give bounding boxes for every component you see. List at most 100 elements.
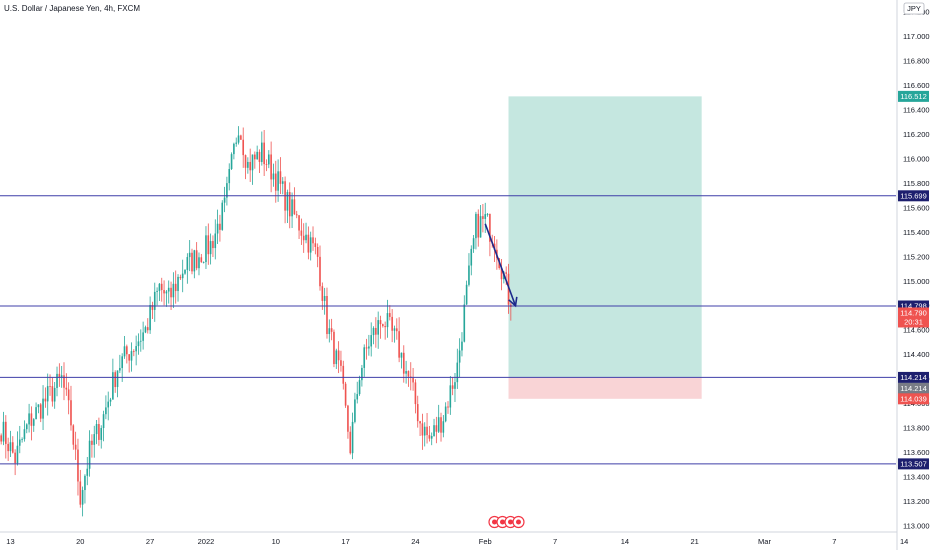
- y-tick-label: 113.800: [903, 424, 930, 433]
- candle-body: [21, 439, 23, 440]
- candle-body: [126, 346, 128, 355]
- target-price-tag[interactable]: [898, 90, 929, 102]
- level-price-tag[interactable]: [898, 371, 929, 383]
- stop-zone[interactable]: [508, 377, 702, 399]
- candle-body: [386, 313, 389, 328]
- candle-body: [361, 367, 363, 381]
- candle-body: [146, 327, 149, 331]
- y-tick-label: 113.000: [903, 521, 930, 530]
- candle-body: [86, 468, 89, 476]
- level-price-tag[interactable]: [898, 458, 929, 470]
- candle-body: [405, 371, 407, 374]
- profit-zone[interactable]: [508, 96, 702, 378]
- candle-body: [160, 283, 163, 291]
- currency-badge[interactable]: [903, 2, 925, 15]
- candle-body: [100, 428, 103, 440]
- candle-body: [382, 324, 384, 327]
- candle-body: [321, 286, 324, 301]
- candle-body: [365, 347, 368, 349]
- candle-body: [254, 154, 256, 160]
- candle-body: [340, 360, 342, 366]
- candle-body: [298, 215, 300, 231]
- candle-body: [458, 350, 461, 363]
- candle-body: [37, 404, 40, 408]
- candle-body: [279, 171, 282, 184]
- economic-event-dot: [499, 519, 505, 525]
- candle-body: [98, 423, 100, 440]
- candle-body: [107, 401, 110, 408]
- level-price-tag[interactable]: [898, 190, 929, 202]
- candle-body: [347, 405, 349, 432]
- candle-body: [128, 354, 130, 361]
- candle-body: [486, 214, 489, 215]
- trend-arrow-head: [508, 296, 518, 308]
- candle-body: [312, 237, 314, 244]
- candle-body: [223, 197, 226, 203]
- candle-body: [505, 272, 507, 274]
- candle-body: [153, 291, 156, 310]
- level-price-tag[interactable]: [898, 300, 929, 312]
- candle-body: [384, 326, 386, 328]
- x-tick-label: 7: [553, 537, 557, 546]
- candle-body: [39, 404, 42, 419]
- candle-body: [507, 273, 510, 305]
- candle-body: [198, 257, 200, 269]
- candle-body: [18, 439, 21, 446]
- candle-body: [479, 216, 482, 238]
- candle-body: [319, 256, 321, 287]
- level-price-tag-label: 114.798: [900, 301, 927, 310]
- candle-body: [149, 305, 151, 331]
- candle-body: [442, 421, 445, 433]
- candle-body: [144, 327, 147, 333]
- candle-body: [261, 142, 263, 162]
- y-tick-label: 114.600: [903, 326, 930, 335]
- candle-body: [58, 373, 61, 378]
- candle-body: [265, 164, 268, 165]
- candle-body: [263, 142, 265, 165]
- candle-body: [158, 283, 161, 291]
- candle-body: [398, 331, 400, 358]
- candle-body: [270, 154, 272, 180]
- candle-body: [337, 350, 340, 361]
- y-tick-label: 117.000: [903, 32, 930, 41]
- candle-body: [209, 241, 212, 255]
- entry-price-tag[interactable]: [898, 382, 929, 394]
- candle-body: [139, 340, 142, 342]
- candle-body: [489, 214, 491, 242]
- x-tick-label: 2022: [198, 537, 215, 546]
- candle-body: [130, 351, 133, 361]
- candle-body: [440, 417, 442, 433]
- stop-price-tag[interactable]: [898, 393, 929, 405]
- candle-body: [242, 139, 245, 156]
- candle-body: [372, 327, 375, 336]
- candle-body: [291, 199, 293, 217]
- candle-body: [112, 372, 114, 400]
- candle-body: [433, 425, 435, 437]
- candle-body: [212, 241, 214, 249]
- trend-arrow-line[interactable]: [484, 223, 517, 307]
- candle-body: [79, 481, 82, 505]
- candle-body: [205, 235, 207, 263]
- candle-body: [356, 394, 359, 400]
- y-tick-label: 113.400: [903, 472, 930, 481]
- candle-body: [165, 291, 168, 294]
- y-tick-label: 116.600: [903, 81, 930, 90]
- candle-body: [482, 216, 484, 219]
- candle-body: [414, 382, 417, 405]
- candle-body: [156, 290, 158, 292]
- candle-body: [84, 475, 86, 491]
- candle-body: [435, 425, 438, 432]
- x-tick-label: 14: [900, 537, 908, 546]
- candle-body: [121, 356, 123, 369]
- last-price-tag[interactable]: [898, 307, 929, 328]
- candle-body: [28, 413, 30, 425]
- candle-body: [430, 436, 433, 439]
- candle-body: [437, 417, 440, 432]
- candle-body: [142, 332, 144, 341]
- candle-body: [389, 313, 391, 317]
- candle-body: [309, 237, 312, 253]
- last-price-value: 114.790: [900, 308, 927, 317]
- candle-body: [484, 214, 487, 219]
- candle-body: [30, 413, 33, 426]
